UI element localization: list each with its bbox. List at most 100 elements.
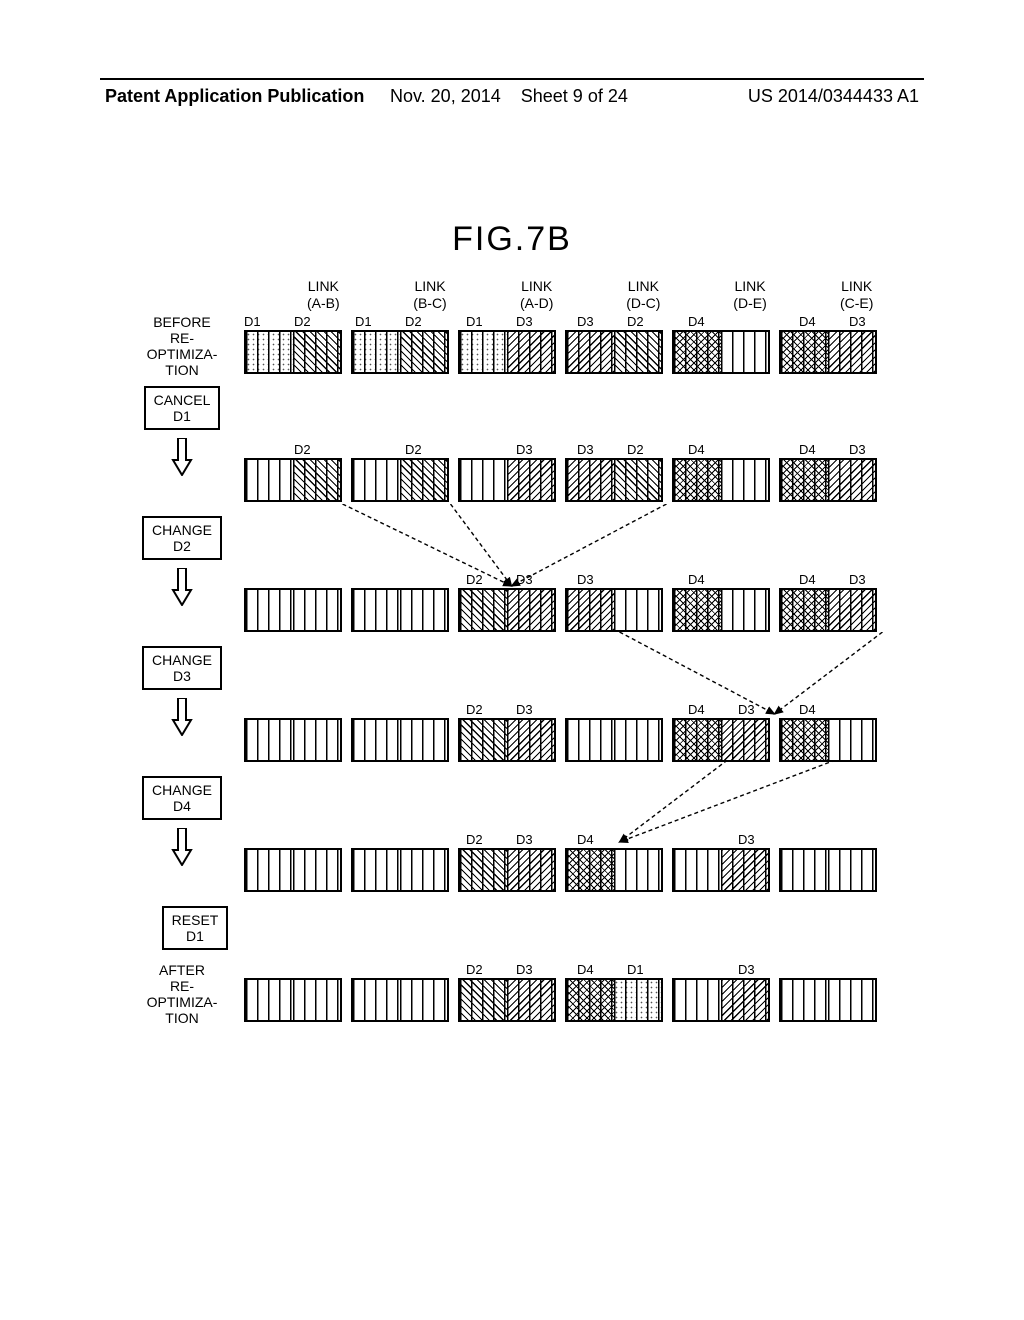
link-block [458,978,556,1022]
d-label [355,572,405,588]
slot [614,590,661,630]
link-block [779,588,877,632]
cell-labels: D2D2D3D3D2D4D4D3 [244,442,910,458]
slot [246,460,293,500]
row-left: CANCELD1 [120,386,244,476]
spacer [244,646,910,702]
step-box: CHANGED2 [142,516,222,560]
header-date: Nov. 20, 2014 [390,86,501,106]
d-label: D4 [688,314,738,330]
slot [246,720,293,760]
cells-wrapper: D2D2D3D3D2D4D4D3 [244,386,910,502]
link-block [244,718,342,762]
link-headers: LINK(A-B)LINK(B-C)LINK(A-D)LINK(D-C)LINK… [270,278,910,312]
link-block [565,718,663,762]
down-arrow-icon [171,438,193,476]
row-label-text: BEFORERE-OPTIMIZA-TION [147,314,218,378]
slot [721,980,768,1020]
slot [460,590,507,630]
cells-wrapper: D2D3D4D3D4 [244,646,910,762]
d-label: D3 [516,572,577,588]
slot [400,720,447,760]
d-label [294,832,355,848]
slot [674,720,721,760]
link-block [672,458,770,502]
figure-title: FIG.7B [0,220,1024,259]
d-label [627,702,688,718]
d-label [294,572,355,588]
d-label [355,832,405,848]
link-block [565,848,663,892]
step-box: CHANGED3 [142,646,222,690]
row-left: BEFORERE-OPTIMIZA-TION [120,314,244,378]
header-rule [100,78,924,80]
header-pubno: US 2014/0344433 A1 [748,86,919,107]
slot [507,850,554,890]
link-header: LINK(A-D) [483,278,590,312]
slot [828,980,875,1020]
slot [674,590,721,630]
d-label: D2 [466,572,516,588]
d-label [405,702,466,718]
cells-row [244,848,910,892]
spacer [244,776,910,832]
slot [567,850,614,890]
d-label [405,962,466,978]
row-left: CHANGED2 [120,516,244,606]
cells-group: D2D3D4D3D4 [244,702,910,762]
d-label [405,832,466,848]
link-header: LINK(B-C) [377,278,484,312]
d-label [244,832,294,848]
d-label: D4 [799,442,849,458]
slot [614,460,661,500]
slot [400,460,447,500]
figure-content: LINK(A-B)LINK(B-C)LINK(A-D)LINK(D-C)LINK… [120,278,910,1032]
slot [507,460,554,500]
link-block [565,458,663,502]
d-label [799,962,849,978]
d-label [688,962,738,978]
cell-labels: D2D3D3D4D4D3 [244,572,910,588]
d-label: D3 [516,314,577,330]
figure-row: BEFORERE-OPTIMIZA-TIOND1D2D1D2D1D3D3D2D4… [120,314,910,384]
d-label: D3 [738,832,799,848]
d-label: D2 [466,962,516,978]
figure-row: CHANGED3 D2D3D4D3D4 [120,646,910,774]
slot [293,720,340,760]
slot [507,332,554,372]
d-label: D3 [516,442,577,458]
link-block [672,330,770,374]
slot [721,720,768,760]
slot [721,332,768,372]
cell-labels: D2D3D4D3 [244,832,910,848]
cells-group: D2D3D4D3 [244,832,910,892]
link-block [779,718,877,762]
slot [507,720,554,760]
link-block [351,978,449,1022]
page: Patent Application Publication Nov. 20, … [0,0,1024,1320]
slot [828,720,875,760]
link-block [458,458,556,502]
slot [400,332,447,372]
slot [781,590,828,630]
slot [828,460,875,500]
d-label: D2 [405,314,466,330]
link-header: LINK(A-B) [270,278,377,312]
d-label: D4 [799,572,849,588]
d-label [405,572,466,588]
down-arrow-icon [171,828,193,866]
slot [460,850,507,890]
figure-row: RESETD1 [120,906,910,960]
slot [567,720,614,760]
slot [781,332,828,372]
step-box: CANCELD1 [144,386,221,430]
cells-wrapper: D2D3D4D1D3 [244,962,910,1022]
d-label [627,832,688,848]
spacer [244,386,910,442]
link-block [351,848,449,892]
slot [460,980,507,1020]
slot [828,590,875,630]
link-block [458,848,556,892]
row-left: AFTERRE-OPTIMIZA-TION [120,962,244,1026]
slot [828,332,875,372]
